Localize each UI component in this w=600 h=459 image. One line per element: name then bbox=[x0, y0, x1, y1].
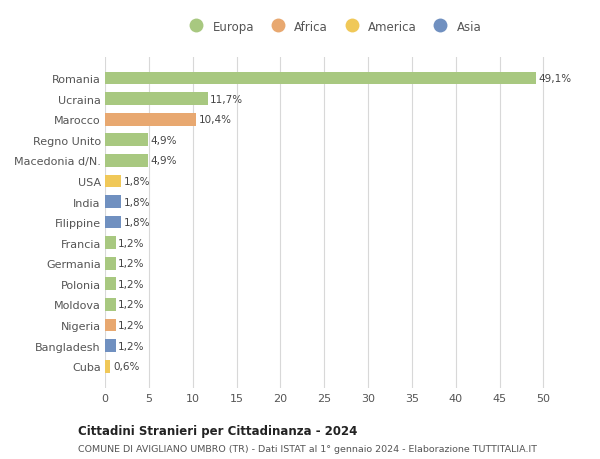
Bar bbox=[105, 113, 196, 126]
Text: 1,2%: 1,2% bbox=[118, 341, 145, 351]
Bar bbox=[105, 175, 121, 188]
Bar bbox=[105, 257, 116, 270]
Bar bbox=[105, 319, 116, 332]
Text: Cittadini Stranieri per Cittadinanza - 2024: Cittadini Stranieri per Cittadinanza - 2… bbox=[78, 424, 358, 437]
Text: 1,2%: 1,2% bbox=[118, 300, 145, 310]
Bar bbox=[105, 73, 536, 85]
Text: 1,2%: 1,2% bbox=[118, 259, 145, 269]
Text: 49,1%: 49,1% bbox=[538, 74, 571, 84]
Text: 1,8%: 1,8% bbox=[124, 197, 150, 207]
Text: 1,2%: 1,2% bbox=[118, 279, 145, 289]
Bar bbox=[105, 237, 116, 250]
Bar bbox=[105, 216, 121, 229]
Text: 0,6%: 0,6% bbox=[113, 362, 139, 371]
Text: 10,4%: 10,4% bbox=[199, 115, 232, 125]
Text: 4,9%: 4,9% bbox=[151, 135, 177, 146]
Text: 1,2%: 1,2% bbox=[118, 320, 145, 330]
Bar bbox=[105, 278, 116, 291]
Bar bbox=[105, 298, 116, 311]
Bar bbox=[105, 134, 148, 147]
Legend: Europa, Africa, America, Asia: Europa, Africa, America, Asia bbox=[181, 17, 485, 37]
Bar bbox=[105, 340, 116, 353]
Text: COMUNE DI AVIGLIANO UMBRO (TR) - Dati ISTAT al 1° gennaio 2024 - Elaborazione TU: COMUNE DI AVIGLIANO UMBRO (TR) - Dati IS… bbox=[78, 444, 537, 453]
Bar bbox=[105, 360, 110, 373]
Bar bbox=[105, 93, 208, 106]
Text: 4,9%: 4,9% bbox=[151, 156, 177, 166]
Text: 1,2%: 1,2% bbox=[118, 238, 145, 248]
Bar bbox=[105, 196, 121, 208]
Text: 1,8%: 1,8% bbox=[124, 218, 150, 228]
Text: 11,7%: 11,7% bbox=[210, 95, 244, 104]
Bar bbox=[105, 155, 148, 168]
Text: 1,8%: 1,8% bbox=[124, 177, 150, 186]
